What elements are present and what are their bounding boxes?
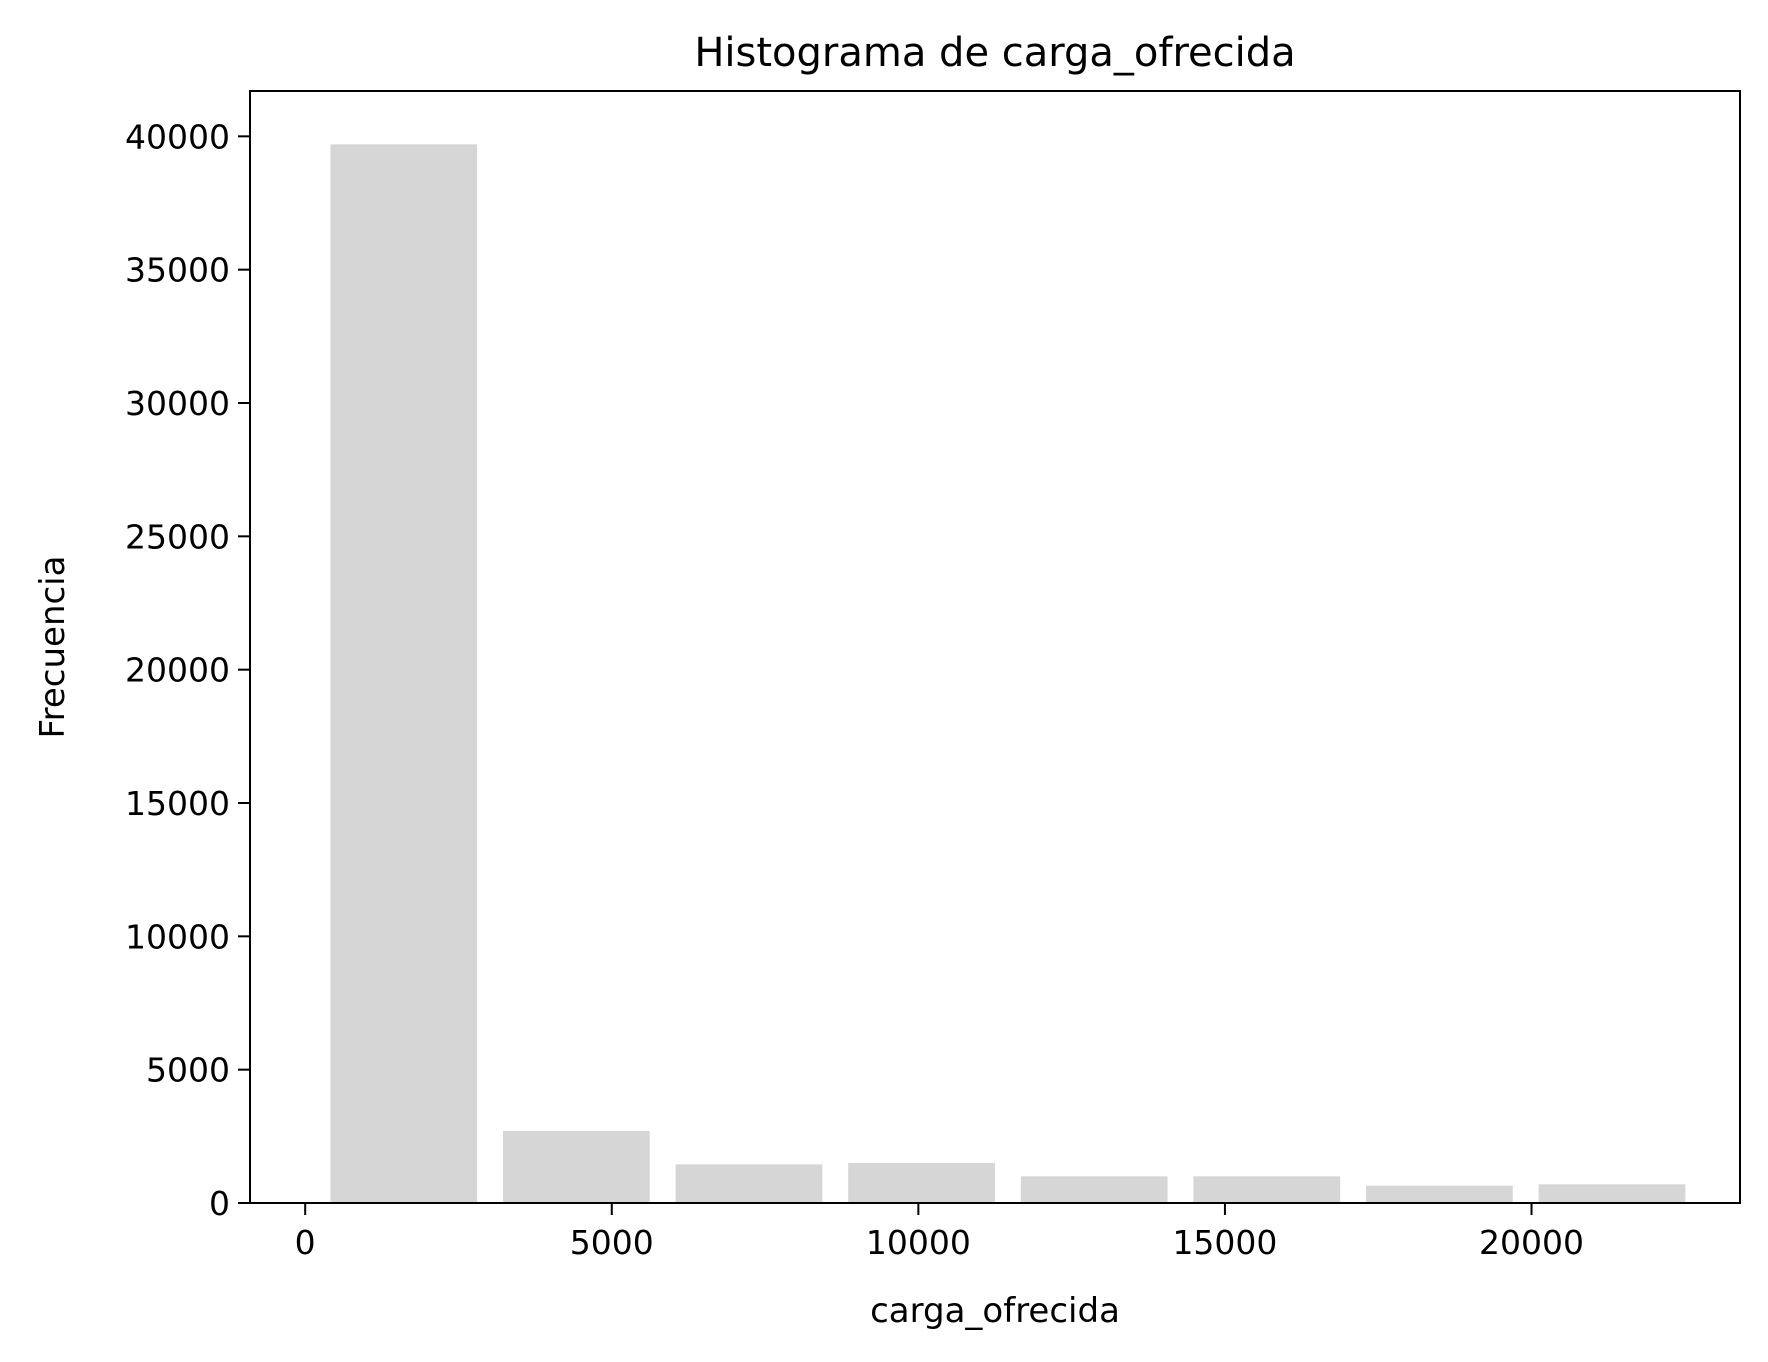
histogram-bar [675,1164,823,1203]
histogram-bar [1538,1184,1686,1203]
y-tick-label: 25000 [125,517,230,556]
chart-title: Histograma de carga_ofrecida [694,30,1295,76]
plot-frame [249,90,1741,1204]
y-tick-label: 10000 [125,917,230,956]
y-tick-label: 40000 [125,117,230,156]
x-tick-label: 15000 [1172,1223,1277,1262]
histogram-bar [848,1163,995,1203]
x-tick-label: 20000 [1479,1223,1584,1262]
y-tick-label: 0 [209,1184,230,1223]
y-axis-label: Frecuencia [33,556,73,739]
y-tick-label: 35000 [125,251,230,290]
bars-group [330,144,1686,1203]
x-tick-label: 10000 [866,1223,971,1262]
y-tick-label: 30000 [125,384,230,423]
x-axis-label: carga_ofrecida [870,1291,1120,1331]
histogram-bar [503,1131,650,1203]
x-tick-label: 0 [295,1223,316,1262]
x-axis-ticks: 0 5000 10000 15000 20000 [295,1203,1584,1262]
histogram-bar [1020,1176,1168,1203]
x-tick-label: 5000 [570,1223,654,1262]
y-axis-ticks: 0 5000 10000 15000 20000 25000 30000 35000 40000 [125,117,250,1223]
histogram-bar [1366,1185,1513,1203]
y-tick-label: 20000 [125,651,230,690]
histogram-bar [330,144,478,1203]
y-tick-label: 5000 [146,1051,230,1090]
y-tick-label: 15000 [125,784,230,823]
histogram-bar [1193,1176,1341,1203]
